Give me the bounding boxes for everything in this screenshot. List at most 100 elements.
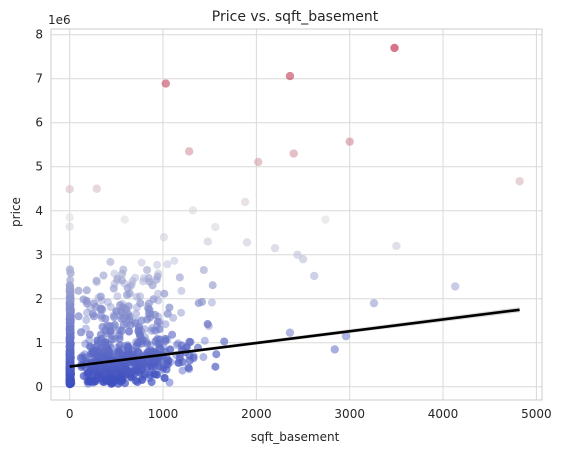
data-point <box>148 281 157 290</box>
data-point <box>65 314 74 323</box>
data-point <box>66 376 75 385</box>
data-point <box>66 345 74 354</box>
data-point <box>66 300 74 309</box>
data-point <box>121 359 130 368</box>
data-point <box>151 337 160 346</box>
data-point <box>65 349 74 358</box>
data-point <box>65 337 74 346</box>
data-point <box>66 375 74 384</box>
data-point <box>98 305 107 314</box>
data-point <box>121 305 130 314</box>
data-point <box>151 356 160 365</box>
data-point <box>65 311 74 320</box>
data-point <box>146 368 155 377</box>
data-point <box>66 326 75 335</box>
data-point <box>66 325 75 334</box>
data-point <box>66 317 75 326</box>
data-point <box>65 333 74 342</box>
data-point <box>117 308 126 317</box>
data-point <box>132 310 141 318</box>
data-point <box>65 371 74 380</box>
data-point <box>125 350 134 359</box>
data-point <box>65 350 74 359</box>
data-point <box>118 372 127 381</box>
data-point <box>65 355 74 364</box>
data-point <box>66 326 75 335</box>
data-point <box>126 371 135 380</box>
data-point <box>160 374 169 382</box>
data-point <box>65 374 74 383</box>
data-point <box>81 339 90 348</box>
data-point <box>66 377 75 386</box>
data-point <box>66 292 75 301</box>
data-point <box>149 348 158 357</box>
data-point <box>117 276 126 285</box>
data-point <box>152 275 161 284</box>
data-point <box>65 367 74 376</box>
data-point <box>369 298 379 308</box>
x-axis-label: sqft_basement <box>251 430 340 444</box>
data-point <box>65 366 74 375</box>
data-point <box>119 265 128 274</box>
data-point <box>86 367 95 375</box>
data-point <box>65 351 74 360</box>
data-point <box>66 354 74 363</box>
data-point <box>81 324 90 333</box>
data-point <box>65 373 74 382</box>
data-point <box>65 333 74 341</box>
data-point <box>109 377 118 386</box>
data-point <box>66 350 74 359</box>
data-point <box>91 346 100 355</box>
data-point <box>129 347 138 356</box>
data-point <box>65 366 74 375</box>
data-point <box>65 287 74 296</box>
data-point <box>124 367 133 376</box>
data-point <box>67 305 76 314</box>
data-point <box>66 307 74 316</box>
data-point <box>111 368 120 377</box>
data-point <box>174 358 183 367</box>
data-point <box>92 366 100 375</box>
data-point <box>101 368 110 377</box>
data-point <box>66 378 75 387</box>
data-point <box>67 369 75 378</box>
data-point <box>91 377 100 386</box>
data-point <box>115 361 124 370</box>
data-point <box>66 329 75 338</box>
data-point <box>114 326 123 335</box>
data-point <box>82 296 91 305</box>
data-point <box>111 363 120 372</box>
data-point <box>177 341 186 350</box>
data-point <box>65 358 74 367</box>
data-point <box>66 328 75 337</box>
data-point <box>122 368 131 376</box>
data-point <box>83 308 91 317</box>
data-point <box>161 334 170 343</box>
data-point <box>65 375 74 384</box>
data-point <box>66 370 75 379</box>
data-point <box>161 336 170 345</box>
data-point <box>137 358 146 367</box>
data-point <box>66 332 74 341</box>
data-point <box>66 348 75 357</box>
data-point <box>88 377 97 385</box>
data-point <box>65 368 74 377</box>
data-point <box>95 368 104 377</box>
data-point <box>66 276 75 285</box>
data-point <box>66 313 75 322</box>
data-point <box>134 326 143 335</box>
data-point <box>106 257 115 266</box>
data-point <box>66 344 75 353</box>
data-point <box>123 345 132 354</box>
data-point <box>96 305 105 314</box>
data-point <box>65 352 74 361</box>
data-point <box>135 323 144 332</box>
data-point <box>114 379 123 388</box>
data-point <box>66 378 74 387</box>
data-point <box>66 316 75 325</box>
data-point <box>66 369 74 378</box>
data-point <box>95 372 104 381</box>
data-point <box>100 352 109 361</box>
data-point <box>66 371 75 380</box>
data-point <box>132 364 141 373</box>
